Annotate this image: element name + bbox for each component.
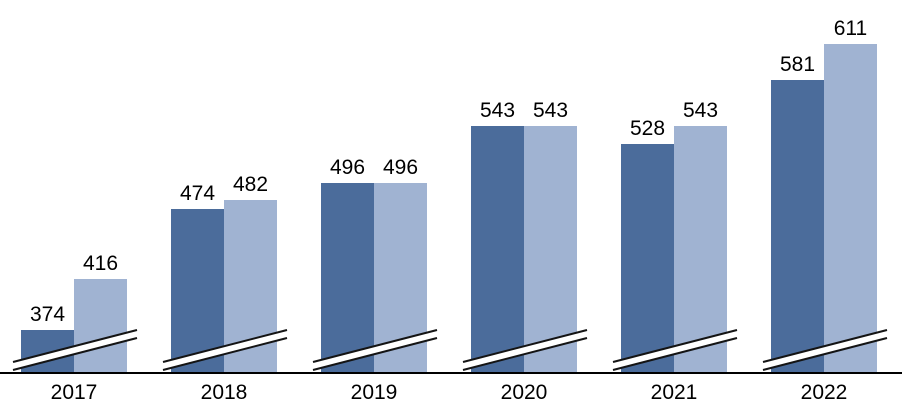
value-label: 416 — [82, 252, 119, 276]
value-label: 474 — [179, 182, 216, 206]
bar — [471, 126, 524, 373]
x-axis-label: 2022 — [800, 381, 848, 404]
value-label: 543 — [479, 99, 516, 123]
x-axis-label: 2020 — [500, 381, 548, 404]
bar — [621, 144, 674, 373]
value-label: 543 — [682, 99, 719, 123]
bar — [771, 80, 824, 373]
value-label: 528 — [629, 117, 666, 141]
value-label: 496 — [329, 155, 366, 179]
bar — [824, 44, 877, 373]
value-label: 374 — [29, 302, 66, 326]
bar — [321, 182, 374, 373]
bar — [74, 279, 127, 373]
x-axis-label: 2018 — [200, 381, 248, 404]
x-axis-line — [0, 372, 902, 374]
bar — [674, 126, 727, 373]
value-label: 482 — [232, 172, 269, 196]
value-label: 496 — [382, 155, 419, 179]
value-label: 543 — [532, 99, 569, 123]
x-axis-label: 2021 — [650, 381, 698, 404]
bar — [374, 182, 427, 373]
x-axis-label: 2019 — [350, 381, 398, 404]
bar — [524, 126, 577, 373]
value-label: 611 — [833, 17, 868, 41]
value-label: 581 — [779, 53, 816, 77]
x-axis-label: 2017 — [50, 381, 98, 404]
bar — [224, 199, 277, 373]
bar — [171, 209, 224, 373]
bar — [21, 329, 74, 373]
